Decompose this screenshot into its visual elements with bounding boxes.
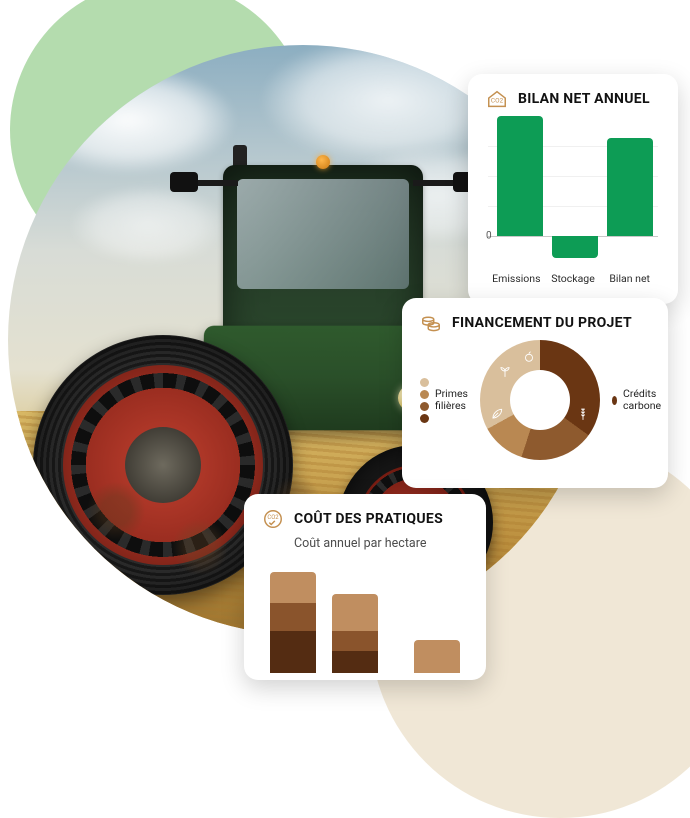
financement-donut-chart [480, 340, 600, 460]
card-header: CO2 BILAN NET ANNUEL [486, 88, 660, 110]
financement-projet-card: FINANCEMENT DU PROJET Primes filières Cr… [402, 298, 668, 488]
cout-bar [414, 640, 460, 673]
legend-left: Primes filières [420, 378, 468, 423]
wheat-icon [576, 407, 590, 421]
co2-house-icon: CO2 [486, 88, 508, 110]
card-subtitle: Coût annuel par hectare [294, 536, 468, 551]
donut-wrap: Primes filières Crédits carbone [420, 340, 650, 460]
co2-check-icon: CO2 [262, 508, 284, 530]
svg-text:CO2: CO2 [491, 97, 504, 105]
card-title: COÛT DES PRATIQUES [294, 511, 443, 527]
sprout-icon [498, 364, 512, 378]
tractor-mirror-left [188, 180, 238, 186]
cout-bar [332, 594, 378, 673]
legend-right: Crédits carbone [612, 388, 665, 412]
apple-icon [522, 349, 536, 363]
bilan-bar [607, 138, 653, 236]
card-header: CO2 COÛT DES PRATIQUES [262, 508, 468, 530]
cout-stacked-bar-chart [270, 563, 460, 673]
tractor-mirror-right [413, 180, 463, 186]
bilan-x-labels: EmissionsStockageBilan net [486, 272, 660, 285]
coins-icon [420, 312, 442, 334]
bilan-net-annuel-card: CO2 BILAN NET ANNUEL 0 EmissionsStockage… [468, 74, 678, 304]
card-header: FINANCEMENT DU PROJET [420, 312, 650, 334]
composition-stage: CO2 BILAN NET ANNUEL 0 EmissionsStockage… [0, 0, 690, 698]
cout-bar [270, 572, 316, 673]
bilan-bar-chart: 0 [488, 116, 658, 266]
cout-des-pratiques-card: CO2 COÛT DES PRATIQUES Coût annuel par h… [244, 494, 486, 680]
card-title: FINANCEMENT DU PROJET [452, 315, 632, 331]
card-title: BILAN NET ANNUEL [518, 91, 650, 107]
leaf-icon [490, 407, 504, 421]
bilan-bar [552, 236, 598, 258]
donut-segment-icons [480, 340, 600, 460]
svg-text:CO2: CO2 [267, 514, 279, 521]
bilan-bar [497, 116, 543, 236]
